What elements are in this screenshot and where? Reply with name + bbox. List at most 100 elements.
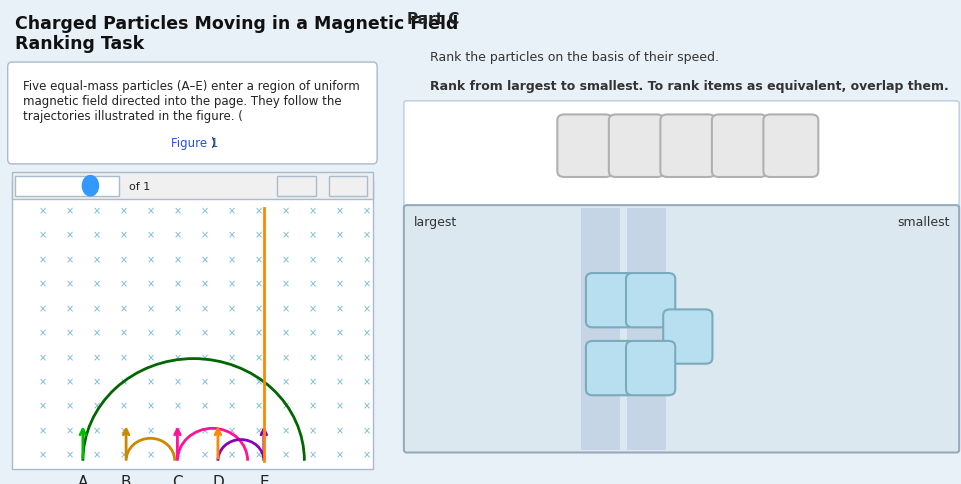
- Text: ×: ×: [282, 255, 289, 265]
- FancyBboxPatch shape: [626, 273, 675, 328]
- Text: ×: ×: [65, 206, 73, 216]
- Text: ×: ×: [254, 230, 262, 240]
- Text: ×: ×: [92, 377, 100, 386]
- Text: ×: ×: [119, 401, 127, 411]
- Text: ×: ×: [335, 425, 343, 435]
- Text: ×: ×: [38, 206, 46, 216]
- Text: ×: ×: [335, 401, 343, 411]
- Text: ×: ×: [65, 425, 73, 435]
- Text: smallest: smallest: [896, 215, 949, 228]
- Text: ×: ×: [119, 303, 127, 313]
- Text: ×: ×: [308, 377, 316, 386]
- Text: ×: ×: [38, 377, 46, 386]
- Text: Charged Particles Moving in a Magnetic Field
Ranking Task: Charged Particles Moving in a Magnetic F…: [15, 15, 458, 53]
- Text: ×: ×: [146, 401, 155, 411]
- Text: ×: ×: [308, 328, 316, 338]
- Text: ×: ×: [38, 352, 46, 362]
- Text: ×: ×: [308, 255, 316, 265]
- Text: ×: ×: [227, 352, 235, 362]
- Text: Five equal-mass particles (A–E) enter a region of uniform
magnetic field directe: Five equal-mass particles (A–E) enter a …: [23, 80, 359, 123]
- Text: A: A: [605, 294, 615, 307]
- Text: ×: ×: [335, 303, 343, 313]
- FancyBboxPatch shape: [404, 102, 958, 453]
- Text: ×: ×: [92, 328, 100, 338]
- Text: Rank from largest to smallest. To rank items as equivalent, overlap them.: Rank from largest to smallest. To rank i…: [430, 80, 948, 93]
- Text: largest: largest: [413, 215, 456, 228]
- Text: ×: ×: [38, 328, 46, 338]
- Text: ×: ×: [200, 425, 209, 435]
- Text: ×: ×: [227, 255, 235, 265]
- Text: ×: ×: [282, 352, 289, 362]
- Text: ×: ×: [119, 230, 127, 240]
- Text: ×: ×: [65, 401, 73, 411]
- Text: ×: ×: [282, 377, 289, 386]
- Text: ×: ×: [227, 377, 235, 386]
- Text: ×: ×: [308, 450, 316, 459]
- Text: ×: ×: [173, 377, 182, 386]
- Text: ×: ×: [146, 255, 155, 265]
- Text: ×: ×: [282, 279, 289, 289]
- Text: ×: ×: [146, 377, 155, 386]
- Text: <: <: [291, 180, 301, 193]
- Text: ×: ×: [362, 450, 370, 459]
- Text: ×: ×: [254, 303, 262, 313]
- Text: ×: ×: [65, 352, 73, 362]
- Text: ×: ×: [92, 425, 100, 435]
- FancyBboxPatch shape: [12, 173, 373, 199]
- Text: ×: ×: [173, 352, 182, 362]
- Text: ×: ×: [92, 450, 100, 459]
- Text: ×: ×: [227, 230, 235, 240]
- Text: ×: ×: [308, 303, 316, 313]
- Text: ×: ×: [362, 377, 370, 386]
- Text: ×: ×: [92, 352, 100, 362]
- Text: Part C: Part C: [407, 12, 458, 27]
- Text: B: B: [121, 474, 132, 484]
- FancyBboxPatch shape: [12, 182, 373, 469]
- Text: ×: ×: [200, 206, 209, 216]
- Text: ×: ×: [65, 279, 73, 289]
- Text: ×: ×: [335, 328, 343, 338]
- Text: ×: ×: [65, 450, 73, 459]
- Text: ×: ×: [173, 279, 182, 289]
- Text: ×: ×: [335, 255, 343, 265]
- Text: ×: ×: [173, 450, 182, 459]
- Text: ×: ×: [119, 279, 127, 289]
- Text: ×: ×: [119, 328, 127, 338]
- Text: ×: ×: [282, 303, 289, 313]
- Text: ×: ×: [65, 328, 73, 338]
- Text: E: E: [646, 362, 654, 375]
- Text: ×: ×: [308, 425, 316, 435]
- Text: ×: ×: [173, 401, 182, 411]
- Text: ×: ×: [282, 401, 289, 411]
- Text: Figure 1: Figure 1: [171, 136, 218, 150]
- Text: ×: ×: [254, 401, 262, 411]
- Text: ×: ×: [38, 425, 46, 435]
- Text: ×: ×: [65, 377, 73, 386]
- Text: ×: ×: [146, 230, 155, 240]
- Text: ×: ×: [254, 279, 262, 289]
- Text: ×: ×: [282, 230, 289, 240]
- Text: ×: ×: [335, 377, 343, 386]
- Text: ×: ×: [92, 255, 100, 265]
- Text: ×: ×: [254, 206, 262, 216]
- Text: ×: ×: [200, 255, 209, 265]
- FancyBboxPatch shape: [763, 115, 818, 178]
- Text: ×: ×: [119, 450, 127, 459]
- Text: ×: ×: [227, 450, 235, 459]
- Text: ×: ×: [146, 352, 155, 362]
- Text: ×: ×: [282, 450, 289, 459]
- Text: ×: ×: [173, 425, 182, 435]
- FancyBboxPatch shape: [8, 63, 377, 165]
- Text: ×: ×: [227, 279, 235, 289]
- Text: ×: ×: [200, 230, 209, 240]
- Text: C: C: [172, 474, 183, 484]
- Text: ×: ×: [227, 328, 235, 338]
- Text: ×: ×: [119, 352, 127, 362]
- Text: Rank the particles on the basis of their speed.: Rank the particles on the basis of their…: [430, 51, 718, 64]
- Text: ×: ×: [119, 377, 127, 386]
- Text: ×: ×: [38, 279, 46, 289]
- Text: ×: ×: [227, 401, 235, 411]
- Text: ×: ×: [119, 206, 127, 216]
- Text: C: C: [645, 294, 654, 307]
- FancyBboxPatch shape: [608, 115, 663, 178]
